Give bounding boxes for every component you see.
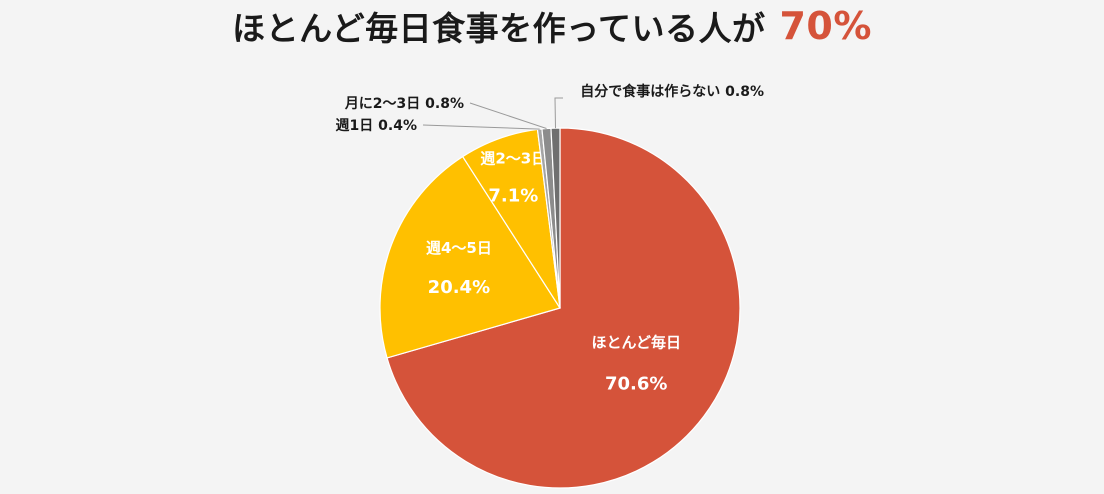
slice-label: 週2～3日 xyxy=(480,149,546,167)
chart-title: ほとんど毎日食事を作っている人が 70% xyxy=(0,2,1104,50)
slice-outside-label: 週1日 0.4% xyxy=(336,118,417,134)
slice-value-label: 7.1% xyxy=(488,185,538,206)
slice-outside-label: 自分で食事は作らない 0.8% xyxy=(580,83,764,100)
slice-outside-label: 月に2～3日 0.8% xyxy=(344,96,464,112)
leader-line xyxy=(554,97,563,129)
slice-label: ほとんど毎日 xyxy=(591,333,681,351)
slice-value-label: 20.4% xyxy=(428,277,490,298)
leader-line xyxy=(469,102,547,129)
pie-slice xyxy=(386,127,741,489)
slice-value-label: 70.6% xyxy=(605,373,667,394)
slice-label: 週4～5日 xyxy=(426,239,492,257)
chart-title-highlight: 70% xyxy=(779,4,872,48)
pie-slice xyxy=(379,155,561,359)
leader-line xyxy=(422,124,540,130)
chart-title-text: ほとんど毎日食事を作っている人が xyxy=(232,9,766,48)
